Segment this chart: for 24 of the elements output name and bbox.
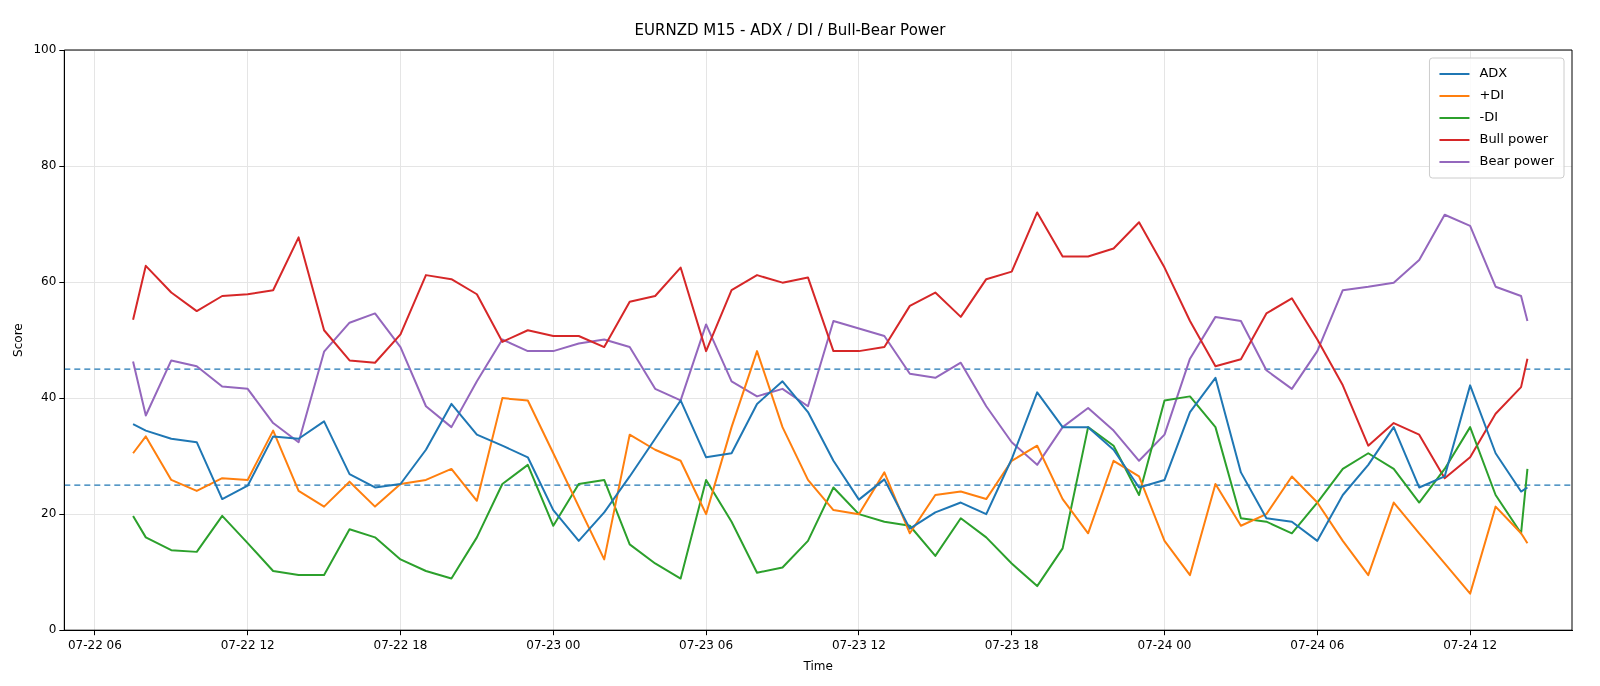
x-tick-label: 07-24 12 — [1443, 637, 1498, 652]
y-axis-title: Score — [11, 323, 26, 357]
x-tick-label: 07-22 18 — [373, 637, 428, 652]
y-tick-label: 0 — [48, 622, 57, 637]
x-tick-label: 07-24 06 — [1290, 637, 1345, 652]
y-tick-label: 100 — [33, 42, 57, 57]
x-tick-label: 07-23 18 — [984, 637, 1039, 652]
legend-label: Bull power — [1479, 131, 1549, 147]
y-tick-label: 20 — [41, 506, 57, 521]
y-tick-label: 40 — [41, 390, 57, 405]
x-tick-label: 07-22 12 — [220, 637, 275, 652]
chart-title: EURNZD M15 - ADX / DI / Bull-Bear Power — [634, 20, 947, 39]
legend-label: Bear power — [1479, 153, 1555, 169]
x-tick-label: 07-23 06 — [679, 637, 734, 652]
y-tick-label: 60 — [41, 274, 57, 289]
x-tick-label: 07-24 00 — [1137, 637, 1192, 652]
legend-label: -DI — [1479, 109, 1499, 125]
y-tick-label: 80 — [41, 158, 57, 173]
x-tick-label: 07-22 06 — [67, 637, 122, 652]
legend-label: ADX — [1479, 65, 1508, 81]
x-axis-title: Time — [802, 658, 833, 673]
legend-label: +DI — [1479, 87, 1505, 103]
x-tick-label: 07-23 00 — [526, 637, 581, 652]
x-tick-label: 07-23 12 — [831, 637, 886, 652]
